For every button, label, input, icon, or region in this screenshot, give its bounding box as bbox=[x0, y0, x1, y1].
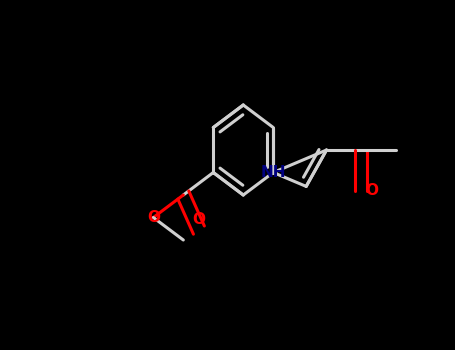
Text: NH: NH bbox=[261, 165, 286, 180]
Text: O: O bbox=[365, 183, 378, 198]
Text: O: O bbox=[192, 212, 205, 227]
Text: O: O bbox=[147, 210, 160, 225]
